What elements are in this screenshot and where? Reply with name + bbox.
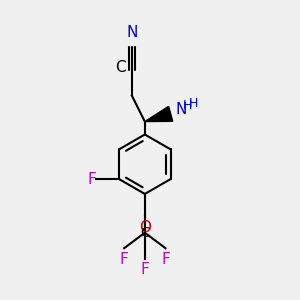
Text: F: F [120,252,128,267]
Text: F: F [140,262,149,278]
Text: C: C [115,60,125,75]
Text: N: N [176,102,187,117]
Text: H: H [188,97,198,110]
Text: F: F [88,172,96,187]
Polygon shape [145,106,173,122]
Text: H: H [182,99,192,112]
Text: C: C [140,226,150,240]
Text: N: N [126,25,138,40]
Text: O: O [139,220,151,235]
Text: F: F [161,252,170,267]
